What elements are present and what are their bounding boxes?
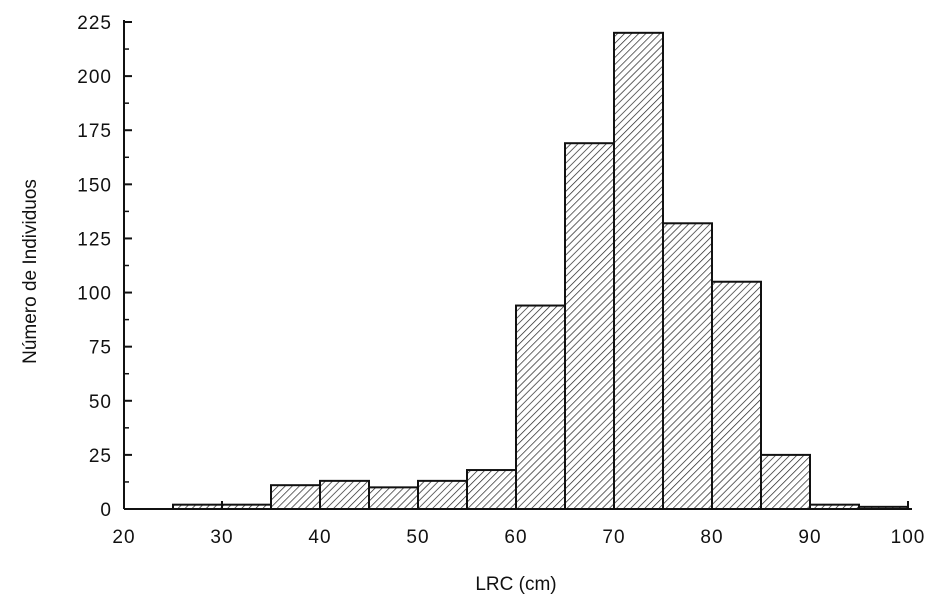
histogram-bar [466, 469, 517, 511]
y-tick-label: 150 [77, 175, 112, 196]
y-tick-label: 175 [77, 121, 112, 142]
y-tick-label: 200 [77, 67, 112, 88]
histogram-bar [564, 142, 615, 510]
y-tick-label: 100 [77, 284, 112, 305]
histogram-bar [270, 484, 321, 510]
histogram-bar [711, 280, 762, 510]
x-tick-label: 50 [406, 527, 429, 548]
x-tick-label: 20 [112, 527, 135, 548]
histogram-bar [515, 304, 566, 511]
histogram-bar [613, 31, 664, 510]
x-tick-label: 40 [308, 527, 331, 548]
y-axis-title: Número de Individuos [20, 179, 41, 364]
x-tick-label: 70 [602, 527, 625, 548]
y-tick-label: 75 [89, 338, 112, 359]
y-tick-label: 125 [77, 229, 112, 250]
histogram-bar [368, 486, 419, 511]
y-tick-label: 25 [89, 446, 112, 467]
y-tick-label: 0 [100, 500, 112, 521]
bars-layer [172, 31, 909, 511]
x-tick-label: 90 [798, 527, 821, 548]
axes-layer: 0 25 50 75 100 125 150 175 200 225 20 30 40 50 60 70 80 9… [77, 13, 926, 548]
histogram-bar [760, 453, 811, 510]
histogram-bar [319, 479, 370, 510]
x-axis-title: LRC (cm) [475, 574, 556, 595]
x-tick-label: 30 [210, 527, 233, 548]
histogram-bar [417, 479, 468, 510]
x-tick-label: 80 [700, 527, 723, 548]
x-tick-label: 60 [504, 527, 527, 548]
histogram-bar [662, 222, 713, 510]
y-tick-label: 50 [89, 392, 112, 413]
x-tick-label: 100 [891, 527, 926, 548]
y-tick-label: 225 [77, 13, 112, 34]
